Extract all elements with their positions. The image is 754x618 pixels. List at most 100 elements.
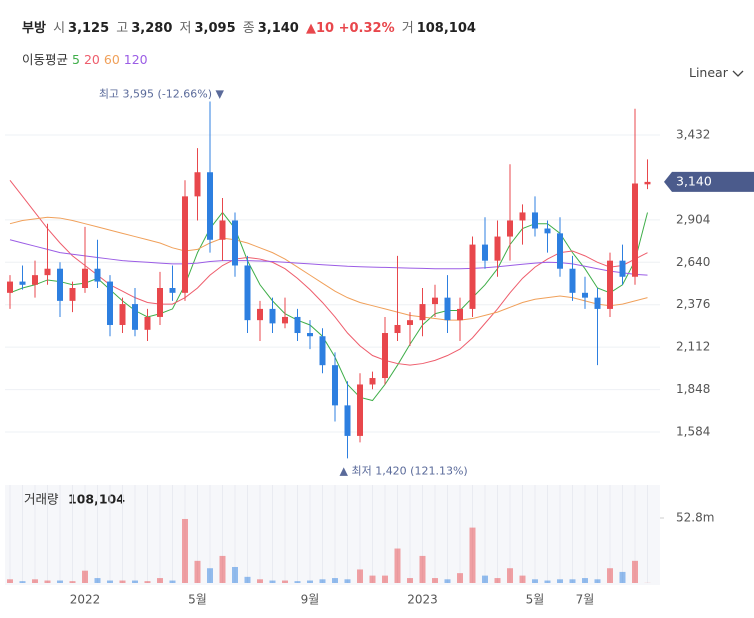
volume-bar [469, 527, 476, 583]
candle-body [357, 384, 363, 436]
y-tick-label: 2,904 [676, 212, 710, 226]
volume-bar [119, 580, 126, 583]
volume-bar [7, 579, 13, 583]
candle-body [294, 316, 301, 334]
candle-body [69, 288, 76, 301]
candle-body [344, 405, 351, 436]
volume-bar [482, 575, 488, 583]
chevron[interactable] [732, 70, 744, 78]
volume-last: 108,104 [68, 492, 125, 507]
candle-body [382, 333, 388, 379]
candle-body [632, 183, 638, 277]
candle-body [482, 244, 488, 261]
y-tick-label: 3,432 [676, 127, 710, 141]
candle-body [232, 220, 238, 266]
scale-toggle[interactable]: Linear [689, 65, 744, 80]
candle-body [319, 336, 326, 366]
label: 거 [401, 21, 414, 36]
candle-body [557, 233, 563, 269]
y-tick-label: 2,112 [676, 340, 710, 354]
low-annotation: ▲ 최저 1,420 (121.13%) [340, 464, 468, 477]
volume-bar [44, 580, 51, 583]
volume-bar [169, 580, 176, 583]
candle-body [57, 268, 63, 301]
ma-line [9, 216, 648, 321]
candle-body [407, 320, 413, 325]
volume-bar [157, 578, 163, 583]
candle-body [494, 236, 501, 261]
volume-bar [82, 570, 88, 583]
ma-line [9, 179, 648, 366]
candle-body [269, 308, 276, 324]
volume-bar [519, 575, 526, 583]
volume-bar [557, 579, 563, 583]
candle-body [544, 228, 551, 234]
candle-body [307, 333, 313, 337]
candle-body [157, 288, 163, 317]
volume-bar [507, 568, 513, 583]
legend-entry: 60 [103, 52, 120, 67]
stock-name: 부방 [22, 21, 46, 36]
volume-panel [5, 485, 660, 585]
candle-body [182, 196, 188, 293]
candle-body [444, 297, 451, 321]
volume-bar [319, 579, 326, 583]
value: 3,140 [257, 21, 299, 36]
y-tick-label: 2,376 [676, 297, 710, 311]
candle-body [44, 268, 51, 276]
x-tick-label: 9월 [301, 593, 320, 607]
candle-body [594, 297, 601, 309]
candle-body [282, 316, 288, 324]
volume-bar [632, 560, 638, 583]
legend-entry: 5 [72, 52, 80, 67]
volume-bar [182, 518, 188, 583]
candle-body [19, 281, 26, 285]
x-tick-label: 7월 [576, 593, 595, 607]
value: 3,280 [131, 21, 173, 36]
price-tag-label: 3,140 [676, 173, 712, 188]
label: 종 [242, 21, 255, 36]
volume-bar [94, 578, 101, 583]
volume-bar [394, 548, 401, 583]
ma-legend: 이동평균 5 20 60 120 [22, 49, 152, 68]
volume-tick-label: 52.8m [676, 510, 714, 524]
volume-bar [107, 580, 113, 583]
candle-body [507, 220, 513, 237]
volume-bar [282, 580, 288, 583]
x-tick-label: 5월 [188, 593, 207, 607]
volume-bar [532, 579, 538, 583]
price-tag [664, 171, 754, 192]
candle-body [432, 297, 438, 305]
volume-bar [144, 581, 151, 583]
candle-body [582, 292, 588, 298]
ma-line [9, 239, 648, 276]
volume-bar [132, 580, 138, 583]
scale-label[interactable]: Linear [689, 65, 728, 80]
candle-body [569, 268, 576, 293]
candle-body [194, 172, 201, 197]
header: 부방 시 3,125 고 3,280 저 3,095 종 3,140 ▲10 +0.32… [22, 17, 479, 36]
volume-bar [19, 581, 26, 583]
candle-body [419, 304, 426, 321]
y-tick-label: 1,848 [676, 382, 710, 396]
volume-bar [294, 581, 301, 583]
legend-entry: 20 [83, 52, 100, 67]
label: 시 [53, 21, 66, 36]
candle-body [7, 281, 13, 293]
volume-bar [444, 579, 451, 583]
volume-bar [544, 580, 551, 583]
value: 3,125 [68, 21, 110, 36]
volume-bar [407, 578, 413, 583]
candle-body [394, 324, 401, 334]
ma-line [9, 211, 648, 402]
candle-body [94, 268, 101, 282]
candle-body [619, 260, 626, 277]
volume-bar [307, 580, 313, 583]
candle-body [369, 378, 376, 385]
legend-title: 이동평균 [22, 52, 69, 67]
volume-bar [232, 566, 238, 583]
candle-body [144, 316, 151, 330]
candle-body [219, 220, 226, 240]
volume-bar [194, 560, 201, 583]
